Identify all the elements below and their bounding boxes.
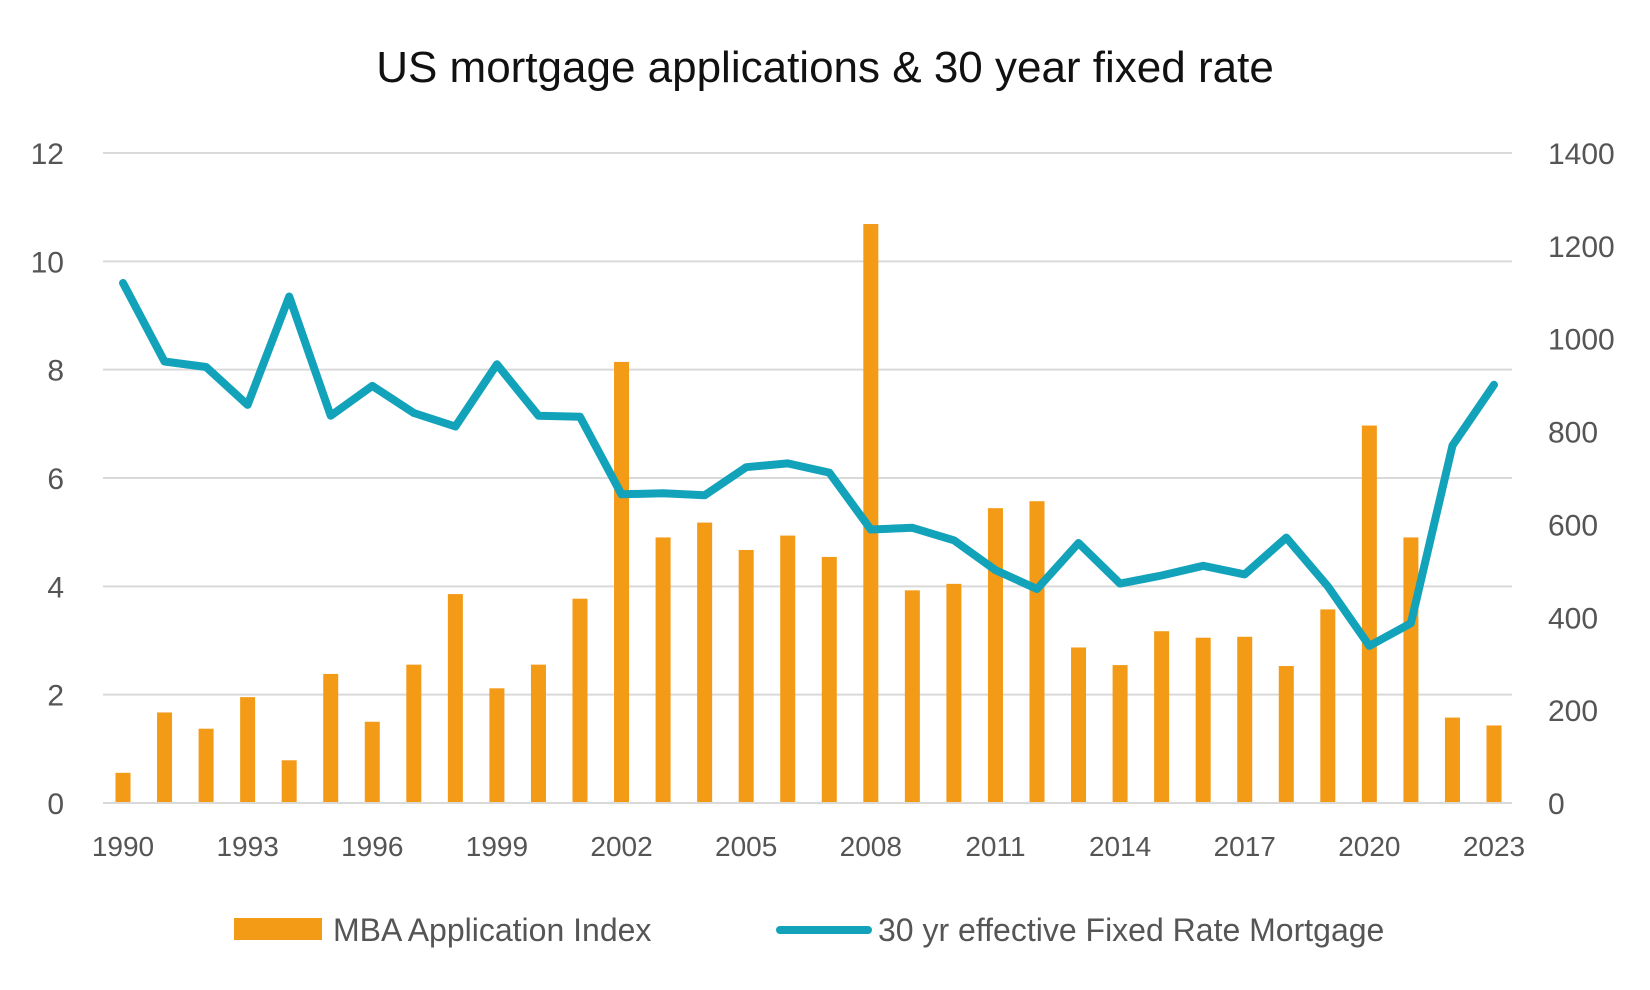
y-right-tick-label: 600 bbox=[1548, 509, 1598, 542]
bar-mba-2002 bbox=[614, 361, 630, 803]
x-tick-label: 1999 bbox=[466, 831, 528, 862]
legend: MBA Application Index 30 yr effective Fi… bbox=[234, 912, 1384, 948]
bar-mba-2010 bbox=[946, 583, 962, 803]
x-tick-label: 2023 bbox=[1463, 831, 1525, 862]
y-right-tick-label: 1000 bbox=[1548, 324, 1615, 357]
y-right-tick-label: 0 bbox=[1548, 788, 1565, 821]
bar-mba-2015 bbox=[1154, 631, 1170, 803]
x-tick-label: 1996 bbox=[341, 831, 403, 862]
bar-mba-2012 bbox=[1029, 501, 1045, 803]
x-tick-label: 1990 bbox=[92, 831, 154, 862]
bar-mba-2019 bbox=[1320, 609, 1336, 803]
y-left-tick-label: 8 bbox=[47, 355, 64, 388]
bar-mba-2013 bbox=[1071, 647, 1087, 803]
line-30yr-fixed-rate bbox=[119, 279, 1498, 650]
x-tick-label: 2017 bbox=[1214, 831, 1276, 862]
bar-mba-1995 bbox=[323, 673, 339, 803]
chart-title: US mortgage applications & 30 year fixed… bbox=[376, 43, 1274, 92]
bar-mba-2006 bbox=[780, 535, 796, 803]
bar-mba-1999 bbox=[489, 688, 505, 803]
bar-mba-1990 bbox=[115, 772, 131, 803]
x-tick-label: 2020 bbox=[1338, 831, 1400, 862]
bar-mba-2023 bbox=[1486, 725, 1502, 803]
y-left-tick-label: 10 bbox=[31, 246, 64, 279]
bar-mba-2005 bbox=[738, 549, 754, 803]
y-right-tick-label: 1200 bbox=[1548, 231, 1615, 264]
bar-mba-2018 bbox=[1278, 666, 1294, 803]
bar-mba-2008 bbox=[863, 224, 879, 804]
bar-mba-2011 bbox=[987, 508, 1003, 803]
line-series bbox=[119, 279, 1498, 650]
bar-mba-1996 bbox=[364, 721, 380, 803]
y-right-tick-label: 200 bbox=[1548, 695, 1598, 728]
y-right-tick-label: 400 bbox=[1548, 602, 1598, 635]
bar-mba-2007 bbox=[821, 556, 837, 803]
x-tick-label: 2005 bbox=[715, 831, 777, 862]
bar-mba-1997 bbox=[406, 664, 422, 803]
bar-series bbox=[115, 224, 1502, 804]
y-left-tick-label: 6 bbox=[47, 463, 64, 496]
bar-mba-2003 bbox=[655, 537, 671, 803]
bar-mba-1991 bbox=[157, 712, 173, 803]
bar-mba-2020 bbox=[1361, 425, 1377, 803]
bar-mba-2022 bbox=[1444, 717, 1460, 803]
bar-mba-2009 bbox=[904, 590, 920, 803]
legend-label-mba-application-index: MBA Application Index bbox=[333, 912, 651, 948]
legend-swatch-mba-application-index bbox=[234, 918, 322, 940]
bar-mba-2004 bbox=[697, 522, 713, 803]
gridlines bbox=[103, 152, 1512, 696]
x-tick-label: 2011 bbox=[965, 831, 1025, 862]
y-left-tick-label: 0 bbox=[47, 788, 64, 821]
bar-mba-1994 bbox=[281, 760, 297, 803]
y-right-tick-label: 1400 bbox=[1548, 138, 1615, 171]
bar-mba-2001 bbox=[572, 598, 588, 803]
axes: 0 2 4 6 8 10 12 0 200 400 600 800 1000 1200 1400 1990 19… bbox=[31, 138, 1615, 862]
y-right-tick-label: 800 bbox=[1548, 417, 1598, 450]
x-tick-label: 1993 bbox=[216, 831, 278, 862]
bar-mba-2000 bbox=[530, 664, 546, 803]
x-tick-label: 2008 bbox=[840, 831, 902, 862]
bar-mba-1992 bbox=[198, 728, 214, 803]
bar-mba-2016 bbox=[1195, 637, 1211, 803]
legend-label-30yr-fixed-rate: 30 yr effective Fixed Rate Mortgage bbox=[878, 912, 1384, 948]
bar-mba-1993 bbox=[240, 697, 256, 803]
x-tick-label: 2014 bbox=[1089, 831, 1151, 862]
y-left-tick-label: 4 bbox=[47, 571, 64, 604]
bar-mba-2017 bbox=[1237, 636, 1253, 803]
x-tick-label: 2002 bbox=[590, 831, 652, 862]
y-left-tick-label: 12 bbox=[31, 138, 64, 171]
bar-mba-1998 bbox=[447, 594, 463, 803]
bar-mba-2021 bbox=[1403, 537, 1419, 803]
y-left-tick-label: 2 bbox=[47, 680, 64, 713]
bar-mba-2014 bbox=[1112, 665, 1128, 803]
